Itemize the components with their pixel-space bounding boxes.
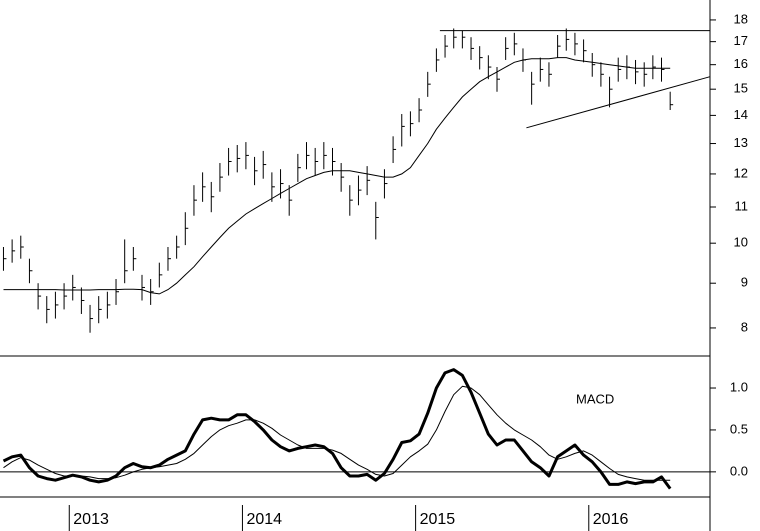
x-tick-label: 2015 bbox=[420, 511, 456, 528]
y-tick-label: 13 bbox=[734, 135, 748, 150]
y-tick-label: 17 bbox=[734, 33, 748, 48]
macd-line bbox=[2, 368, 672, 490]
x-tick-label: 2016 bbox=[593, 511, 629, 528]
y-tick-label: 9 bbox=[741, 275, 748, 290]
y-tick-label: 12 bbox=[734, 165, 748, 180]
macd-label: MACD bbox=[576, 391, 614, 406]
y-tick-label: 0.5 bbox=[730, 421, 748, 436]
trendline bbox=[526, 76, 711, 129]
y-tick-label: 16 bbox=[734, 56, 748, 71]
y-tick-label: 1.0 bbox=[730, 379, 748, 394]
x-tick-label: 2013 bbox=[73, 511, 109, 528]
moving-average bbox=[3, 57, 671, 295]
y-tick-label: 8 bbox=[741, 319, 748, 334]
x-tick-label: 2014 bbox=[246, 511, 282, 528]
y-tick-label: 18 bbox=[734, 11, 748, 26]
y-tick-label: 14 bbox=[734, 107, 748, 122]
y-tick-label: 11 bbox=[735, 198, 749, 213]
y-tick-label: 10 bbox=[734, 235, 748, 250]
macd-line bbox=[3, 385, 671, 481]
y-tick-label: 0.0 bbox=[730, 463, 748, 478]
y-tick-label: 15 bbox=[734, 81, 748, 96]
